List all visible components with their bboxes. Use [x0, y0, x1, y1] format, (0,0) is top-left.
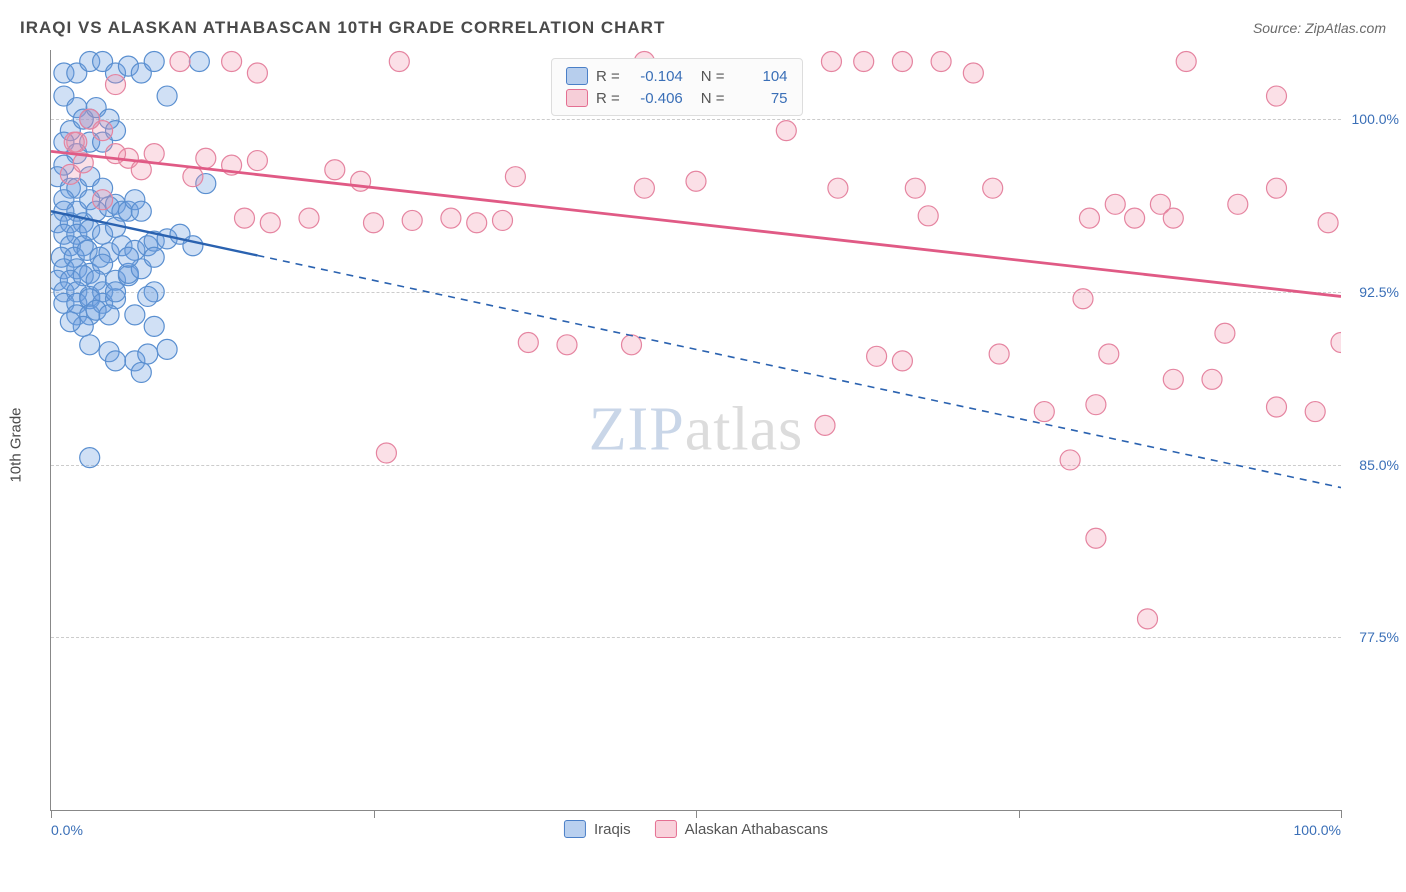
plot-area: ZIPatlas R = -0.104 N = 104 R = -0.406 N… [50, 50, 1341, 811]
r-value: -0.406 [628, 90, 683, 107]
swatch-icon [564, 820, 586, 838]
y-tick-label: 77.5% [1359, 629, 1399, 645]
stats-row-iraqi: R = -0.104 N = 104 [566, 65, 788, 87]
x-tick-label: 0.0% [51, 822, 83, 838]
swatch-icon [566, 89, 588, 107]
r-value: -0.104 [628, 68, 683, 85]
n-label: N = [701, 68, 725, 85]
stats-row-athabascan: R = -0.406 N = 75 [566, 87, 788, 109]
n-value: 104 [733, 68, 788, 85]
y-axis-label: 10th Grade [8, 407, 25, 482]
y-tick-label: 92.5% [1359, 284, 1399, 300]
swatch-icon [566, 67, 588, 85]
n-value: 75 [733, 90, 788, 107]
n-label: N = [701, 90, 725, 107]
legend-item-iraqi: Iraqis [564, 820, 631, 838]
y-tick-label: 85.0% [1359, 457, 1399, 473]
legend-label: Iraqis [594, 821, 631, 838]
legend-label: Alaskan Athabascans [685, 821, 828, 838]
legend-item-athabascan: Alaskan Athabascans [655, 820, 828, 838]
stats-legend: R = -0.104 N = 104 R = -0.406 N = 75 [551, 58, 803, 116]
r-label: R = [596, 90, 620, 107]
chart-container: 10th Grade ZIPatlas R = -0.104 N = 104 R… [50, 50, 1390, 840]
y-tick-label: 100.0% [1352, 111, 1399, 127]
chart-source: Source: ZipAtlas.com [1253, 20, 1386, 36]
x-tick-label: 100.0% [1294, 822, 1341, 838]
r-label: R = [596, 68, 620, 85]
chart-title: IRAQI VS ALASKAN ATHABASCAN 10TH GRADE C… [20, 18, 665, 38]
swatch-icon [655, 820, 677, 838]
bottom-legend: Iraqis Alaskan Athabascans [564, 820, 828, 838]
plot-svg [51, 50, 1341, 810]
